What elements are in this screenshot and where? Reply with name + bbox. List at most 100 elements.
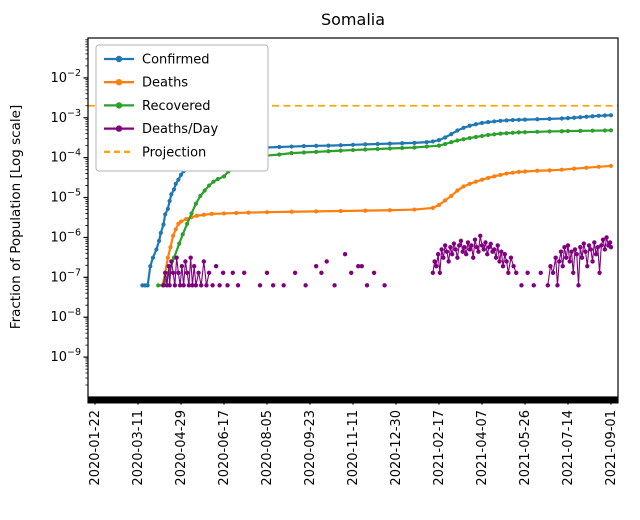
data-point bbox=[492, 247, 497, 252]
data-point bbox=[572, 115, 577, 120]
data-point bbox=[504, 131, 509, 136]
data-point bbox=[359, 264, 364, 269]
data-point bbox=[412, 145, 417, 150]
data-point bbox=[371, 270, 377, 275]
data-point bbox=[375, 141, 380, 147]
data-point bbox=[176, 177, 181, 182]
data-point bbox=[198, 193, 203, 198]
data-point bbox=[492, 174, 497, 179]
y-tick-label: 10−5 bbox=[50, 188, 81, 206]
data-point bbox=[562, 244, 567, 250]
data-point bbox=[449, 252, 455, 257]
data-point bbox=[206, 270, 212, 275]
data-point bbox=[455, 128, 460, 133]
data-point bbox=[486, 119, 491, 125]
data-point bbox=[467, 123, 472, 128]
legend-item-deaths-day: Deaths/Day bbox=[104, 122, 218, 137]
data-point bbox=[596, 164, 601, 169]
data-point bbox=[301, 144, 306, 149]
data-point bbox=[479, 177, 485, 182]
data-point bbox=[467, 181, 472, 186]
data-point bbox=[289, 144, 294, 149]
data-point bbox=[504, 118, 509, 123]
data-point bbox=[183, 259, 188, 264]
legend-box bbox=[95, 44, 269, 172]
data-point bbox=[154, 247, 159, 252]
data-point bbox=[201, 259, 207, 264]
data-point bbox=[590, 114, 595, 119]
data-point bbox=[590, 128, 595, 133]
data-point bbox=[338, 143, 343, 148]
x-tick-label: 2021-02-17 bbox=[432, 410, 447, 486]
data-point bbox=[173, 181, 178, 186]
data-point bbox=[167, 283, 172, 288]
data-point bbox=[472, 237, 478, 242]
data-point bbox=[535, 168, 540, 173]
data-point bbox=[156, 283, 161, 288]
data-point bbox=[181, 283, 186, 288]
legend-item-deaths: Deaths bbox=[104, 76, 188, 91]
data-point bbox=[257, 283, 263, 288]
data-point bbox=[206, 183, 212, 188]
series-deaths-day bbox=[161, 233, 614, 288]
data-point bbox=[213, 264, 219, 269]
data-point bbox=[469, 243, 474, 248]
data-point bbox=[387, 146, 392, 151]
data-point bbox=[446, 259, 451, 264]
data-point bbox=[171, 233, 176, 238]
data-point bbox=[165, 206, 170, 211]
data-point bbox=[225, 283, 230, 288]
legend-label-confirmed: Confirmed bbox=[142, 53, 210, 68]
data-point bbox=[547, 168, 552, 173]
data-point bbox=[557, 259, 562, 264]
data-point bbox=[166, 264, 171, 269]
data-point bbox=[194, 213, 199, 218]
data-point bbox=[516, 117, 521, 122]
data-point bbox=[535, 117, 540, 122]
data-point bbox=[461, 184, 466, 189]
x-tick-label: 2020-08-05 bbox=[260, 410, 275, 486]
data-point bbox=[387, 208, 392, 213]
data-point bbox=[349, 270, 354, 275]
data-point bbox=[442, 243, 448, 248]
x-tick-label: 2021-05-26 bbox=[518, 410, 533, 486]
data-point bbox=[560, 264, 565, 269]
data-point bbox=[498, 172, 503, 177]
x-tick-label: 2021-04-07 bbox=[475, 410, 490, 486]
data-point bbox=[516, 130, 521, 135]
data-point bbox=[584, 165, 589, 170]
data-point bbox=[497, 259, 502, 264]
data-point bbox=[326, 143, 331, 148]
data-point bbox=[211, 179, 216, 184]
data-point bbox=[608, 244, 614, 250]
data-point bbox=[449, 140, 454, 145]
data-point bbox=[599, 243, 604, 248]
data-point bbox=[578, 128, 583, 133]
data-point bbox=[495, 243, 500, 248]
data-point bbox=[602, 247, 608, 252]
data-point bbox=[493, 255, 499, 260]
y-tick-label: 10−4 bbox=[50, 148, 81, 166]
data-point bbox=[486, 132, 491, 138]
data-point bbox=[400, 145, 405, 151]
data-point bbox=[538, 270, 543, 275]
data-point bbox=[511, 264, 516, 269]
data-point bbox=[332, 283, 337, 288]
data-point bbox=[449, 193, 454, 198]
data-point bbox=[177, 241, 182, 246]
data-point bbox=[430, 139, 435, 144]
data-point bbox=[145, 283, 150, 288]
y-tick-label: 10−7 bbox=[50, 267, 81, 285]
data-point bbox=[202, 188, 207, 193]
data-point bbox=[326, 149, 331, 154]
legend-item-projection: Projection bbox=[104, 145, 206, 160]
data-point bbox=[436, 202, 442, 208]
data-point bbox=[184, 270, 190, 275]
data-point bbox=[510, 170, 515, 175]
data-point bbox=[456, 243, 462, 248]
data-point bbox=[189, 211, 194, 216]
data-point bbox=[584, 114, 589, 119]
legend-label-projection: Projection bbox=[142, 145, 206, 160]
data-point bbox=[161, 222, 166, 227]
